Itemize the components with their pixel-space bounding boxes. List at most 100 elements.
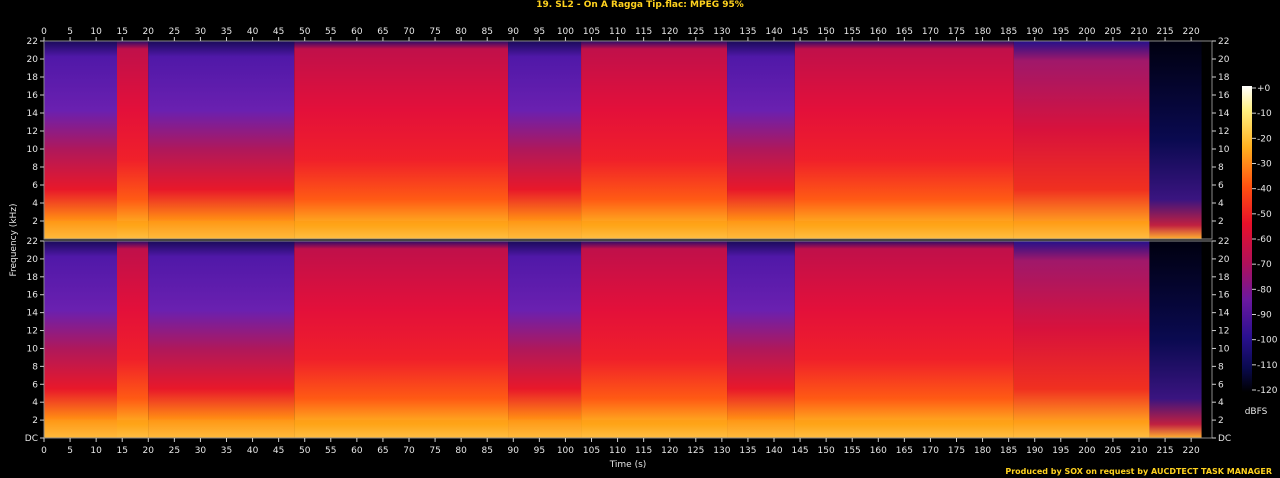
xtick-label-bottom-20: 100	[557, 446, 574, 456]
xtick-label-bottom-41: 205	[1104, 446, 1121, 456]
xtick-label-bottom-9: 45	[273, 446, 284, 456]
xtick-label-top-43: 215	[1156, 27, 1173, 37]
colorbar-tick-label-8: -80	[1257, 285, 1272, 295]
colorbar-tick-label-10: -100	[1257, 336, 1278, 346]
channel-1-ytick-label-right-10: 2	[1218, 217, 1224, 227]
xtick-label-bottom-17: 85	[481, 446, 492, 456]
channel-1-ytick-label-right-9: 4	[1218, 199, 1224, 209]
channel-2-ytick-label-right-7: 8	[1218, 362, 1224, 372]
xtick-label-top-41: 205	[1104, 27, 1121, 37]
xtick-label-bottom-26: 130	[713, 446, 730, 456]
channel-2-ytick-label-right-10: 2	[1218, 416, 1224, 426]
channel-2-ytick-label-right-1: 20	[1218, 255, 1230, 265]
x-axis-label: Time (s)	[609, 460, 647, 470]
channel-1-ytick-label-right-2: 18	[1218, 73, 1230, 83]
channel-2-ytick-label-left-4: 14	[27, 309, 39, 319]
xtick-label-bottom-10: 50	[299, 446, 311, 456]
channel-1-ytick-label-left-7: 8	[32, 163, 38, 173]
xtick-label-bottom-38: 190	[1026, 446, 1043, 456]
xtick-label-top-2: 10	[90, 27, 102, 37]
xtick-label-top-3: 15	[116, 27, 127, 37]
xtick-label-top-4: 20	[143, 27, 155, 37]
xtick-label-bottom-14: 70	[403, 446, 415, 456]
colorbar-tick-label-4: -40	[1257, 185, 1272, 195]
channel-1-ytick-label-right-6: 10	[1218, 145, 1230, 155]
xtick-label-top-38: 190	[1026, 27, 1043, 37]
channel-1-ytick-label-left-8: 6	[32, 181, 38, 191]
xtick-label-top-19: 95	[534, 27, 545, 37]
xtick-label-top-28: 140	[765, 27, 782, 37]
xtick-label-bottom-35: 175	[948, 446, 965, 456]
xtick-label-bottom-37: 185	[1000, 446, 1017, 456]
xtick-label-bottom-30: 150	[818, 446, 835, 456]
channel-2-segment-3	[294, 241, 509, 438]
channel-2-segment-2	[148, 241, 295, 438]
channel-2-segment-8	[1013, 241, 1150, 438]
channel-2-ytick-label-left-11: DC	[25, 434, 38, 444]
channel-2-segment-0	[44, 241, 117, 438]
channel-2-ytick-label-right-6: 10	[1218, 344, 1230, 354]
xtick-label-top-13: 65	[377, 27, 388, 37]
colorbar-tick-label-9: -90	[1257, 311, 1272, 321]
channel-2-low-band	[44, 420, 1150, 438]
channel-1-ytick-label-left-1: 20	[27, 55, 39, 65]
channel-2-ytick-label-left-7: 8	[32, 362, 38, 372]
channel-1-ytick-label-right-5: 12	[1218, 127, 1229, 137]
xtick-label-top-26: 130	[713, 27, 730, 37]
channel-1-segment-1	[117, 41, 149, 239]
xtick-label-top-0: 0	[41, 27, 47, 37]
channel-2-ytick-label-right-11: DC	[1218, 434, 1231, 444]
channel-2-segment-4	[508, 241, 582, 438]
xtick-label-bottom-27: 135	[739, 446, 756, 456]
xtick-label-bottom-43: 215	[1156, 446, 1173, 456]
channel-2-ytick-label-left-9: 4	[32, 398, 38, 408]
xtick-label-top-23: 115	[635, 27, 652, 37]
xtick-label-top-33: 165	[896, 27, 913, 37]
xtick-label-bottom-6: 30	[195, 446, 207, 456]
channel-1-ytick-label-left-3: 16	[27, 91, 39, 101]
xtick-label-top-10: 50	[299, 27, 311, 37]
colorbar-tick-label-12: -120	[1257, 386, 1278, 396]
channel-1-segment-9	[1149, 41, 1202, 239]
colorbar-tick-label-0: +0	[1257, 84, 1271, 94]
channel-1-segment-3	[294, 41, 509, 239]
xtick-label-top-7: 35	[221, 27, 232, 37]
channel-2-segment-1	[117, 241, 149, 438]
xtick-label-top-24: 120	[661, 27, 678, 37]
channel-2-ytick-label-left-2: 18	[27, 273, 39, 283]
channel-1-segment-2	[148, 41, 295, 239]
xtick-label-top-34: 170	[922, 27, 939, 37]
colorbar-tick-label-6: -60	[1257, 235, 1272, 245]
channel-2-ytick-label-right-0: 22	[1218, 237, 1229, 247]
xtick-label-bottom-42: 210	[1130, 446, 1147, 456]
xtick-label-top-1: 5	[67, 27, 73, 37]
channel-2-ytick-label-right-4: 14	[1218, 309, 1230, 319]
channel-1-segment-0	[44, 41, 117, 239]
channel-2-ytick-label-right-8: 6	[1218, 380, 1224, 390]
channel-2-ytick-label-right-5: 12	[1218, 327, 1229, 337]
xtick-label-bottom-19: 95	[534, 446, 545, 456]
channel-2-segment-5	[581, 241, 728, 438]
xtick-label-bottom-40: 200	[1078, 446, 1095, 456]
channel-2-ytick-label-left-10: 2	[32, 416, 38, 426]
xtick-label-top-40: 200	[1078, 27, 1095, 37]
channel-1-low-band	[44, 221, 1150, 239]
channel-2-plot	[43, 240, 1213, 439]
channel-2-ytick-label-right-9: 4	[1218, 398, 1224, 408]
xtick-label-top-9: 45	[273, 27, 284, 37]
xtick-label-bottom-3: 15	[116, 446, 127, 456]
xtick-label-top-37: 185	[1000, 27, 1017, 37]
channel-1-ytick-label-right-4: 14	[1218, 109, 1230, 119]
xtick-label-top-6: 30	[195, 27, 207, 37]
colorbar-tick-label-1: -10	[1257, 109, 1272, 119]
xtick-label-bottom-22: 110	[609, 446, 626, 456]
channel-2-ytick-label-left-1: 20	[27, 255, 39, 265]
channel-1-ytick-label-right-0: 22	[1218, 37, 1229, 47]
xtick-label-top-20: 100	[557, 27, 574, 37]
xtick-label-top-14: 70	[403, 27, 415, 37]
channel-1-segment-5	[581, 41, 728, 239]
xtick-label-bottom-12: 60	[351, 446, 363, 456]
xtick-label-bottom-13: 65	[377, 446, 388, 456]
